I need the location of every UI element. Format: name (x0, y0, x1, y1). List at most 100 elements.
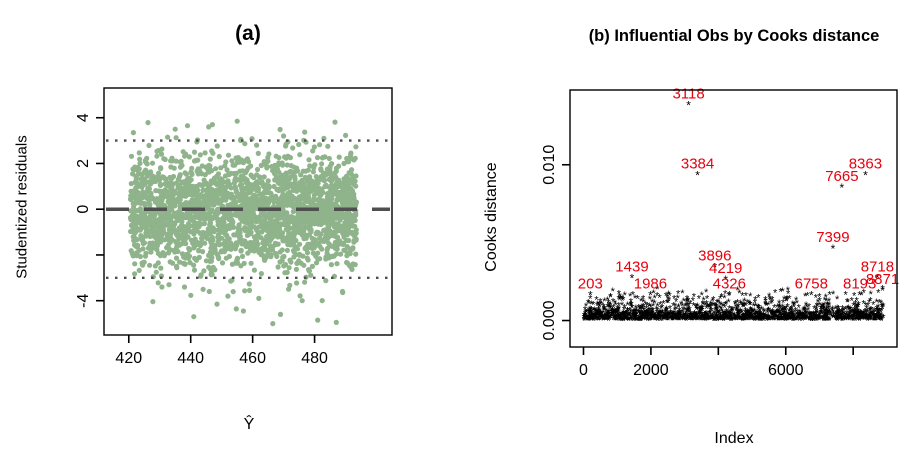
svg-text:*: * (784, 310, 789, 322)
svg-text:*: * (871, 300, 876, 312)
svg-text:*: * (664, 315, 669, 327)
svg-text:*: * (638, 309, 643, 321)
svg-text:*: * (643, 311, 648, 323)
svg-text:*: * (718, 294, 723, 306)
svg-text:*: * (653, 314, 658, 326)
svg-text:*: * (799, 314, 804, 326)
svg-text:480: 480 (301, 350, 328, 367)
svg-text:*: * (773, 315, 778, 327)
svg-text:*: * (807, 314, 812, 326)
svg-text:*: * (811, 311, 816, 323)
svg-text:*: * (607, 300, 612, 312)
svg-text:*: * (642, 311, 647, 323)
svg-text:*: * (685, 297, 690, 309)
svg-text:*: * (745, 314, 750, 326)
svg-text:*: * (824, 304, 829, 316)
svg-text:*: * (845, 314, 850, 326)
plot-a-title: (a) (235, 22, 261, 45)
svg-text:*: * (773, 311, 778, 323)
svg-text:*: * (859, 313, 864, 325)
svg-text:*: * (722, 308, 727, 320)
svg-text:*: * (811, 310, 816, 322)
svg-text:*: * (783, 315, 788, 327)
svg-text:*: * (793, 305, 798, 317)
svg-text:*: * (733, 299, 738, 311)
svg-text:*: * (836, 311, 841, 323)
svg-text:*: * (588, 307, 593, 319)
svg-text:*: * (606, 297, 611, 309)
svg-text:*: * (771, 309, 776, 321)
svg-text:*: * (841, 311, 846, 323)
svg-text:*: * (782, 305, 787, 317)
svg-text:*: * (610, 308, 615, 320)
svg-text:*: * (844, 313, 849, 325)
svg-text:*: * (856, 315, 861, 327)
svg-text:*: * (855, 314, 860, 326)
svg-text:*: * (601, 315, 606, 327)
svg-text:*: * (820, 301, 825, 313)
svg-text:*: * (702, 314, 707, 326)
svg-text:*: * (846, 314, 851, 326)
svg-text:*: * (631, 313, 636, 325)
svg-text:*: * (592, 310, 597, 322)
svg-text:*: * (856, 308, 861, 320)
svg-text:*: * (852, 310, 857, 322)
svg-text:*: * (677, 315, 682, 327)
svg-text:*: * (735, 305, 740, 317)
svg-text:*: * (879, 298, 884, 310)
svg-text:*: * (601, 314, 606, 326)
svg-text:*: * (676, 314, 681, 326)
svg-text:*: * (786, 288, 791, 300)
svg-text:*: * (663, 306, 668, 318)
svg-text:*: * (615, 307, 620, 319)
svg-text:*: * (631, 310, 636, 322)
svg-text:*: * (837, 311, 842, 323)
svg-text:*: * (754, 315, 759, 327)
svg-text:*: * (773, 287, 778, 299)
svg-text:*: * (583, 312, 588, 324)
svg-text:*: * (856, 301, 861, 313)
svg-text:*: * (823, 315, 828, 327)
svg-text:*: * (587, 307, 592, 319)
svg-text:*: * (693, 312, 698, 324)
svg-text:*: * (858, 309, 863, 321)
svg-text:*: * (834, 315, 839, 327)
svg-text:*: * (834, 315, 839, 327)
svg-text:*: * (644, 315, 649, 327)
svg-text:*: * (764, 300, 769, 312)
svg-text:*: * (604, 315, 609, 327)
svg-text:*: * (793, 315, 798, 327)
svg-text:*: * (700, 311, 705, 323)
svg-text:6758: 6758 (795, 276, 828, 293)
svg-text:*: * (815, 301, 820, 313)
svg-text:*: * (780, 310, 785, 322)
svg-text:*: * (677, 311, 682, 323)
svg-text:*: * (648, 312, 653, 324)
svg-text:*: * (753, 308, 758, 320)
svg-text:*: * (692, 313, 697, 325)
svg-text:*: * (786, 314, 791, 326)
plot-b-title: (b) Influential Obs by Cooks distance (588, 27, 880, 45)
svg-text:*: * (658, 310, 663, 322)
svg-text:*: * (839, 311, 844, 323)
svg-text:*: * (806, 305, 811, 317)
svg-text:*: * (760, 313, 765, 325)
svg-text:*: * (694, 314, 699, 326)
svg-text:*: * (589, 311, 594, 323)
svg-text:*: * (706, 301, 711, 313)
svg-text:*: * (741, 312, 746, 324)
svg-text:*: * (693, 309, 698, 321)
svg-text:*: * (723, 314, 728, 326)
svg-text:*: * (874, 315, 879, 327)
svg-text:*: * (705, 313, 710, 325)
svg-text:*: * (776, 308, 781, 320)
svg-text:*: * (755, 314, 760, 326)
svg-text:*: * (613, 300, 618, 312)
svg-text:*: * (589, 310, 594, 322)
svg-text:*: * (655, 301, 660, 313)
svg-text:*: * (686, 306, 691, 318)
svg-text:*: * (866, 314, 871, 326)
svg-text:*: * (847, 305, 852, 317)
svg-text:*: * (781, 298, 786, 310)
svg-text:*: * (831, 289, 836, 301)
